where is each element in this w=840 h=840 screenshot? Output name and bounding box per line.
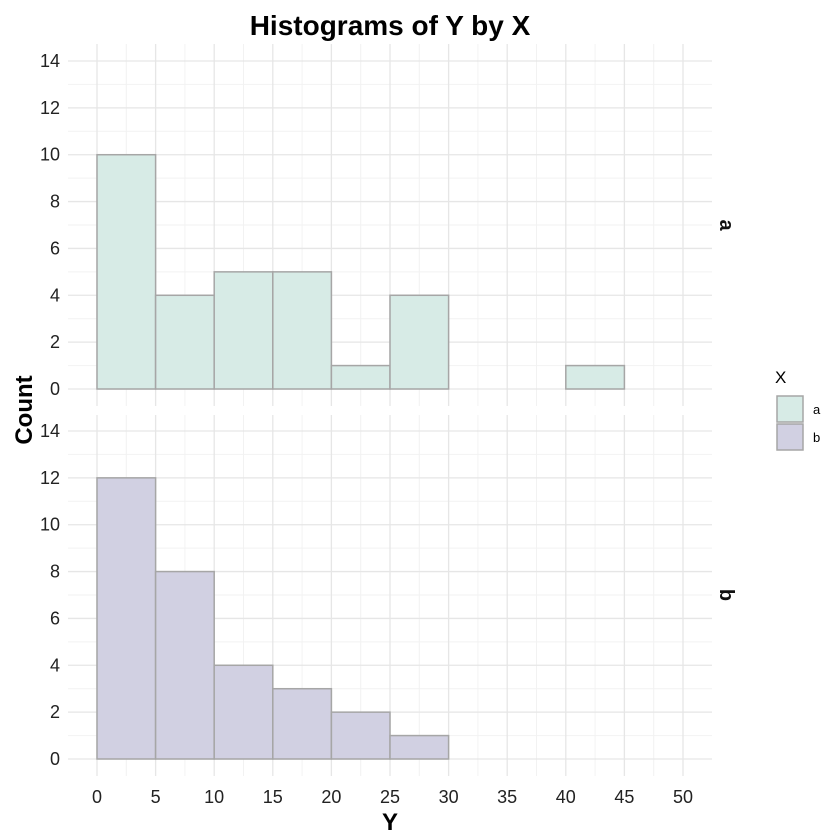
- y-tick-label: 14: [40, 51, 60, 71]
- histogram-bar-a: [213, 271, 274, 390]
- y-tick-label: 6: [50, 238, 60, 258]
- histogram-bar-a: [96, 153, 157, 390]
- y-tick-label: 10: [40, 145, 60, 165]
- x-tick-label: 35: [497, 787, 517, 807]
- histogram-bar-b: [389, 734, 450, 760]
- histogram-bar-b: [272, 687, 333, 760]
- legend: X ab: [775, 368, 821, 451]
- y-tick-label: 6: [50, 608, 60, 628]
- histogram-bar-a: [272, 271, 333, 390]
- histogram-bar-a: [565, 364, 626, 390]
- histogram-bar-b: [213, 664, 274, 760]
- x-tick-label: 20: [321, 787, 341, 807]
- y-tick-label: 2: [50, 702, 60, 722]
- facet-strip-label-a: a: [715, 219, 737, 231]
- histogram-bar-a: [154, 294, 215, 390]
- facet-panels: 0 2 4 6 8 10 12 14 a 0 2 4 6 8 10 12 14 b: [40, 44, 737, 776]
- x-tick-label: 10: [204, 787, 224, 807]
- chart-title: Histograms of Y by X: [250, 10, 531, 41]
- y-tick-label: 0: [50, 379, 60, 399]
- y-tick-label: 4: [50, 655, 60, 675]
- legend-title: X: [775, 368, 786, 387]
- y-axis-title: Count: [11, 375, 38, 444]
- facet-panel-a: 0 2 4 6 8 10 12 14 a: [40, 44, 737, 406]
- y-tick-label: 12: [40, 468, 60, 488]
- x-tick-label: 25: [380, 787, 400, 807]
- legend-key-a: [776, 395, 804, 423]
- legend-label-a: a: [813, 402, 821, 417]
- y-tick-label: 10: [40, 515, 60, 535]
- histogram-bar-b: [96, 477, 157, 760]
- facet-strip-label-b: b: [715, 589, 737, 601]
- x-tick-label: 5: [151, 787, 161, 807]
- x-tick-label: 15: [263, 787, 283, 807]
- histogram-bar-b: [330, 711, 391, 760]
- facet-panel-b: 0 2 4 6 8 10 12 14 b: [40, 415, 737, 776]
- histogram-bar-a: [330, 364, 391, 390]
- y-tick-label: 8: [50, 562, 60, 582]
- x-tick-label: 45: [614, 787, 634, 807]
- x-tick-label: 40: [556, 787, 576, 807]
- y-tick-label: 4: [50, 285, 60, 305]
- histogram-bar-a: [389, 294, 450, 390]
- legend-key-b: [776, 423, 804, 451]
- histogram-bar-b: [154, 570, 215, 760]
- y-tick-label: 14: [40, 421, 60, 441]
- y-tick-label: 12: [40, 98, 60, 118]
- x-axis: 0 5 10 15 20 25 30 35 40 45 50: [92, 787, 693, 807]
- x-tick-label: 30: [439, 787, 459, 807]
- x-tick-label: 0: [92, 787, 102, 807]
- legend-label-b: b: [813, 430, 820, 445]
- y-tick-label: 0: [50, 749, 60, 769]
- y-tick-label: 2: [50, 332, 60, 352]
- y-tick-label: 8: [50, 192, 60, 212]
- x-tick-label: 50: [673, 787, 693, 807]
- x-axis-title: Y: [382, 809, 398, 836]
